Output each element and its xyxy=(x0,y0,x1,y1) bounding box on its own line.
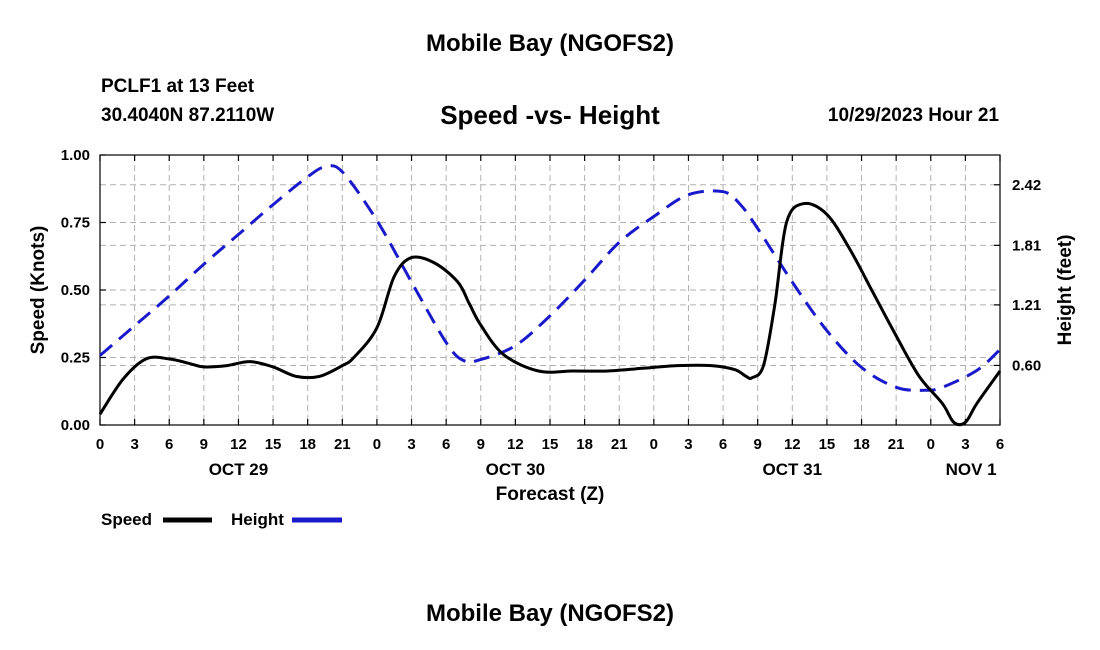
x-tick-label: 3 xyxy=(130,436,138,453)
x-tick-label: 0 xyxy=(927,436,935,453)
left-y-axis: 0.00 0.25 0.50 0.75 1.00 xyxy=(61,147,106,434)
x-axis: 0 3 6 9 12 15 18 21 0 3 6 9 12 15 18 21 0 3 6 9 12 15 18 21 0 3 6 xyxy=(96,155,1004,453)
y-tick-label: 0.25 xyxy=(61,350,90,367)
y2-tick-label: 0.60 xyxy=(1012,357,1041,374)
chart-subtitle: Speed -vs- Height xyxy=(440,100,660,130)
day-labels: OCT 29 OCT 30 OCT 31 NOV 1 xyxy=(209,460,997,479)
x-tick-label: 21 xyxy=(888,436,905,453)
x-tick-label: 18 xyxy=(299,436,316,453)
x-tick-label: 15 xyxy=(542,436,559,453)
day-label: OCT 31 xyxy=(763,460,823,479)
x-tick-label: 21 xyxy=(611,436,628,453)
x-tick-label: 9 xyxy=(477,436,485,453)
y-tick-label: 0.00 xyxy=(61,417,90,434)
x-tick-label: 3 xyxy=(407,436,415,453)
x-tick-label: 21 xyxy=(334,436,351,453)
legend: Speed Height xyxy=(101,510,342,529)
y-tick-label: 1.00 xyxy=(61,147,90,164)
x-tick-label: 12 xyxy=(784,436,801,453)
station-coordinates: 30.4040N 87.2110W xyxy=(101,105,275,126)
y2-axis-label: Height (feet) xyxy=(1055,235,1076,346)
x-tick-label: 0 xyxy=(96,436,104,453)
x-tick-label: 18 xyxy=(576,436,593,453)
x-tick-label: 0 xyxy=(373,436,381,453)
y2-tick-label: 1.21 xyxy=(1012,297,1041,314)
day-label: NOV 1 xyxy=(946,460,997,479)
chart-title: Mobile Bay (NGOFS2) xyxy=(425,30,675,57)
day-label: OCT 29 xyxy=(209,460,269,479)
x-tick-label: 6 xyxy=(719,436,727,453)
x-tick-label: 15 xyxy=(265,436,282,453)
day-label: OCT 30 xyxy=(486,460,546,479)
x-tick-label: 0 xyxy=(650,436,658,453)
y2-tick-label: 2.42 xyxy=(1012,177,1041,194)
speed-height-chart: 0 3 6 9 12 15 18 21 0 3 6 9 12 15 18 21 0 3 6 9 12 15 18 21 0 3 6 … xyxy=(28,147,1076,529)
x-tick-label: 9 xyxy=(200,436,208,453)
speed-series-line xyxy=(98,201,1002,427)
x-tick-label: 9 xyxy=(754,436,762,453)
x-tick-label: 12 xyxy=(230,436,247,453)
legend-speed-label: Speed xyxy=(101,510,152,529)
legend-height-label: Height xyxy=(231,510,284,529)
x-tick-label: 18 xyxy=(853,436,870,453)
x-tick-label: 6 xyxy=(165,436,173,453)
x-tick-label: 3 xyxy=(961,436,969,453)
grid xyxy=(100,154,1000,425)
height-series-line xyxy=(99,164,1002,392)
x-tick-label: 6 xyxy=(442,436,450,453)
station-label: PCLF1 at 13 Feet xyxy=(101,76,255,97)
x-axis-label: Forecast (Z) xyxy=(496,484,605,505)
bottom-chart-title: Mobile Bay (NGOFS2) xyxy=(425,600,675,627)
forecast-datetime: 10/29/2023 Hour 21 xyxy=(827,105,999,126)
x-tick-label: 6 xyxy=(996,436,1004,453)
x-tick-label: 3 xyxy=(684,436,692,453)
y-axis-label: Speed (Knots) xyxy=(28,226,49,355)
x-tick-label: 15 xyxy=(819,436,836,453)
y-tick-label: 0.75 xyxy=(61,215,90,232)
y2-tick-label: 1.81 xyxy=(1012,237,1041,254)
y-tick-label: 0.50 xyxy=(61,282,90,299)
x-tick-label: 12 xyxy=(507,436,524,453)
right-y-axis: 0.60 1.21 1.81 2.42 xyxy=(994,177,1041,374)
